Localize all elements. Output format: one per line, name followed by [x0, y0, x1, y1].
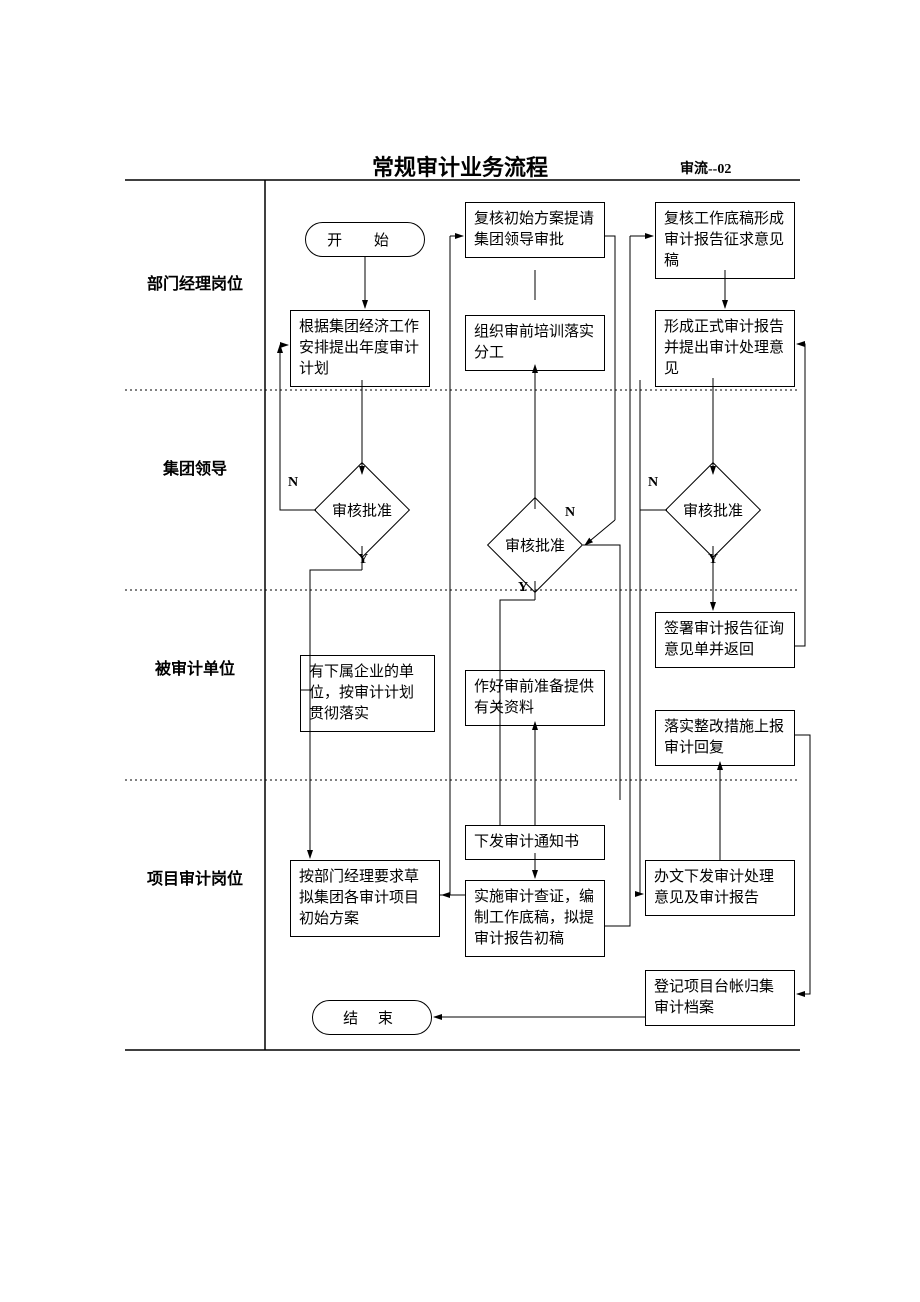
box-archive: 登记项目台帐归集审计档案: [645, 970, 795, 1026]
doc-code: 审流--02: [680, 158, 731, 178]
d2-y: Y: [518, 580, 528, 596]
box-draft-initial: 按部门经理要求草拟集团各审计项目初始方案: [290, 860, 440, 937]
end-node: 结 束: [312, 1000, 432, 1035]
box-sign-return: 签署审计报告征询意见单并返回: [655, 612, 795, 668]
decision-1-label: 审核批准: [332, 500, 392, 521]
d2-n: N: [565, 505, 575, 521]
lane-label-2: 集团领导: [125, 455, 265, 479]
box-formal-report: 形成正式审计报告并提出审计处理意见: [655, 310, 795, 387]
box-implement-audit: 实施审计查证，编制工作底稿，拟提审计报告初稿: [465, 880, 605, 957]
box-issue-opinion: 办文下发审计处理意见及审计报告: [645, 860, 795, 916]
box-prepare: 作好审前准备提供有关资料: [465, 670, 605, 726]
lane-label-3: 被审计单位: [125, 655, 265, 679]
d3-n: N: [648, 475, 658, 491]
box-pre-training: 组织审前培训落实分工: [465, 315, 605, 371]
decision-3: 审核批准: [665, 462, 761, 558]
d1-n: N: [288, 475, 298, 491]
page-title: 常规审计业务流程: [372, 150, 548, 182]
box-review-initial: 复核初始方案提请集团领导审批: [465, 202, 605, 258]
decision-2-label: 审核批准: [505, 535, 565, 556]
box-subsidiary: 有下属企业的单位，按审计计划贯彻落实: [300, 655, 435, 732]
lane-label-4: 项目审计岗位: [125, 865, 265, 889]
box-review-draft: 复核工作底稿形成审计报告征求意见稿: [655, 202, 795, 279]
decision-3-label: 审核批准: [683, 500, 743, 521]
start-node: 开 始: [305, 222, 425, 257]
box-rectify: 落实整改措施上报审计回复: [655, 710, 795, 766]
decision-1: 审核批准: [314, 462, 410, 558]
d3-y: Y: [708, 552, 718, 568]
d1-y: Y: [358, 552, 368, 568]
box-issue-notice: 下发审计通知书: [465, 825, 605, 860]
box-annual-plan: 根据集团经济工作安排提出年度审计计划: [290, 310, 430, 387]
lane-label-1: 部门经理岗位: [125, 270, 265, 294]
